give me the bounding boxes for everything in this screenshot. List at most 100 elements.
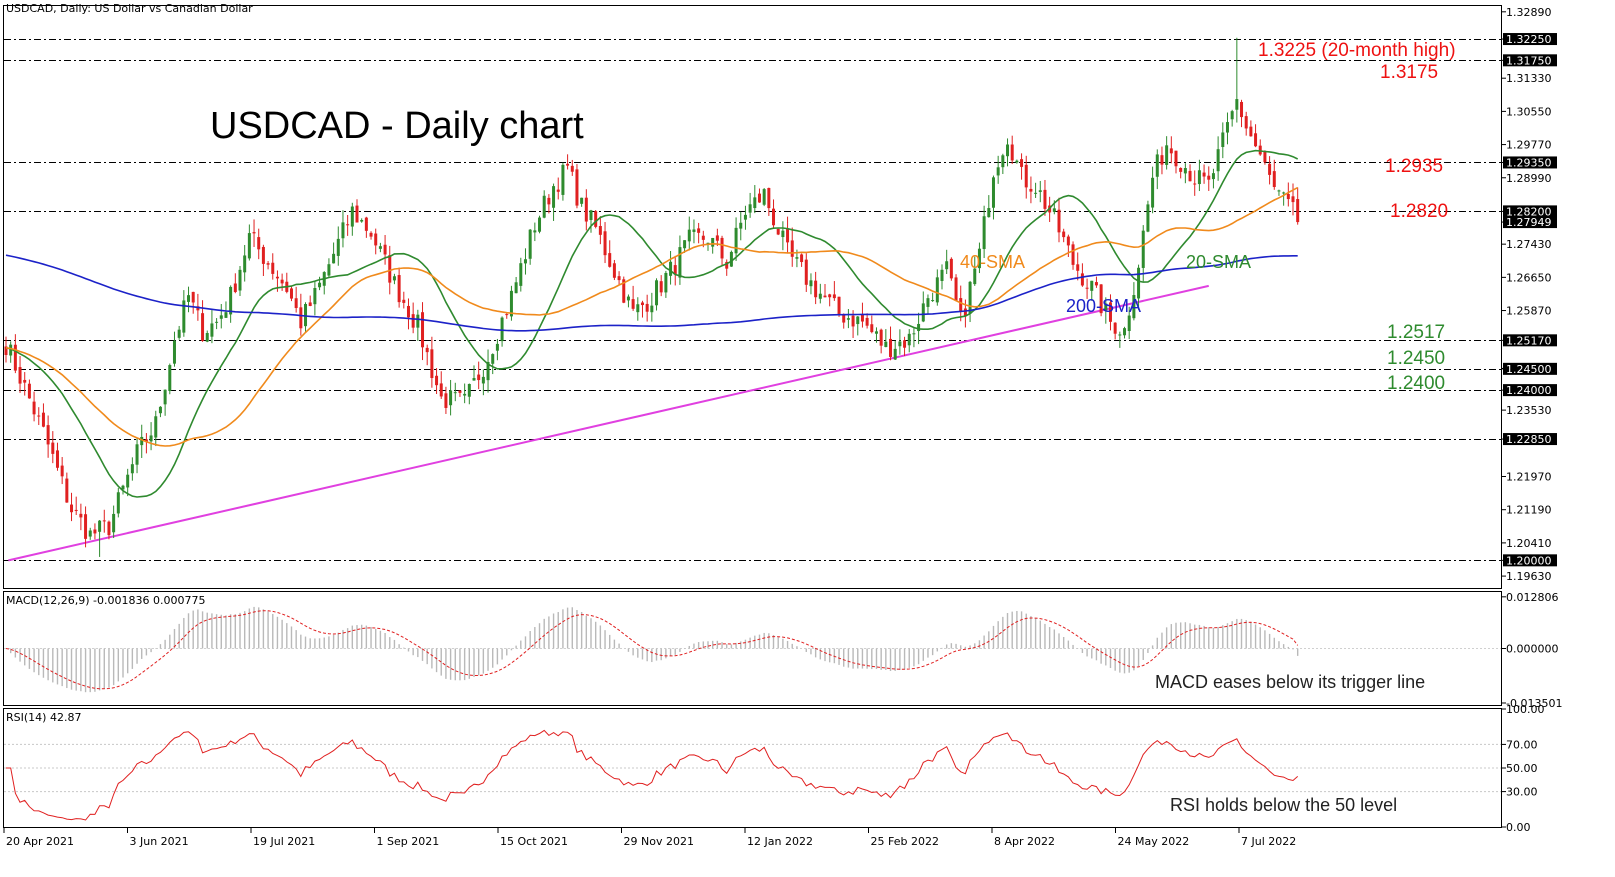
candle-body — [561, 164, 565, 195]
candle-body — [509, 290, 513, 317]
axes: 1.32890 1.32250 1.31750 1.31330 1.30550 1.297… — [3, 6, 1562, 848]
candle-body — [1094, 282, 1098, 286]
candle-body — [1034, 192, 1038, 194]
candle-body — [645, 303, 649, 312]
candle-body — [411, 314, 415, 328]
candle-body — [907, 333, 911, 346]
candle-body — [917, 323, 921, 332]
y-tick-label: 1.28990 — [1506, 172, 1552, 185]
candle-body — [711, 237, 715, 247]
candle-body — [889, 338, 893, 357]
price-tag-label: 1.22850 — [1506, 433, 1552, 446]
candle-body — [444, 393, 448, 408]
candle-body — [664, 272, 668, 293]
candle-body — [388, 255, 392, 283]
candle-body — [669, 261, 673, 276]
candle-body — [1113, 322, 1117, 334]
candle-body — [51, 442, 55, 454]
candle-body — [556, 189, 560, 192]
candle-body — [959, 298, 963, 312]
candle-body — [1286, 193, 1290, 200]
candle-body — [1001, 155, 1005, 168]
candle-body — [289, 288, 293, 299]
candle-body — [1207, 175, 1211, 180]
candle-body — [383, 244, 387, 255]
candle-body — [308, 302, 312, 306]
candle-body — [369, 232, 373, 237]
candle-body — [786, 228, 790, 243]
x-tick-label: 25 Feb 2022 — [871, 835, 939, 848]
price-tag-label: 1.25170 — [1506, 334, 1552, 347]
candle-body — [126, 474, 130, 488]
candle-body — [116, 492, 120, 514]
candle-body — [98, 520, 102, 532]
price-tag-label: 1.24500 — [1506, 363, 1552, 376]
candle-body — [851, 315, 855, 327]
candle-body — [1085, 287, 1089, 289]
candle-body — [505, 314, 509, 316]
candle-body — [1141, 230, 1145, 268]
candle-body — [477, 374, 481, 381]
rsi-panel — [3, 708, 1502, 828]
ma-line-20-sma — [5, 149, 1299, 498]
x-tick-label: 24 May 2022 — [1118, 835, 1190, 848]
candle-body — [318, 282, 322, 288]
candle-body — [107, 521, 111, 536]
candle-body — [687, 229, 691, 242]
candle-body — [1197, 170, 1201, 185]
candle-body — [135, 444, 139, 465]
candle-body — [1052, 208, 1056, 212]
candle-body — [1071, 244, 1075, 265]
candle-body — [1132, 295, 1136, 319]
chart-title: USDCAD - Daily chart — [210, 105, 584, 147]
candle-body — [13, 344, 17, 371]
ma-line-200-sma — [5, 254, 1298, 332]
y-tick-label: 1.20410 — [1506, 537, 1552, 550]
price-tag-label: 1.31750 — [1506, 54, 1552, 67]
candle-body — [739, 222, 743, 229]
y-tick-label: 1.23530 — [1506, 404, 1552, 417]
candle-body — [70, 504, 74, 513]
candle-body — [191, 291, 195, 303]
y-tick-label: 1.27430 — [1506, 238, 1552, 251]
candle-body — [1066, 236, 1070, 246]
candle-body — [439, 383, 443, 397]
candle-body — [495, 343, 499, 351]
candle-body — [823, 295, 827, 298]
price-tag — [1503, 33, 1557, 46]
candle-body — [701, 235, 705, 240]
candle-body — [392, 276, 396, 281]
candle-body — [1216, 149, 1220, 172]
candle-body — [172, 340, 176, 364]
candle-body — [467, 383, 471, 397]
x-tick-label: 15 Oct 2021 — [500, 835, 568, 848]
rsi-y-tick-label: 70.00 — [1506, 738, 1538, 751]
price-tag — [1503, 334, 1557, 347]
candle-body — [257, 237, 261, 250]
level-label: 1.2517 — [1387, 322, 1445, 343]
candle-body — [729, 251, 733, 267]
candle-body — [121, 485, 125, 490]
level-label: 1.2935 — [1385, 156, 1443, 177]
y-tick-label: 1.29770 — [1506, 139, 1552, 152]
price-tag — [1503, 216, 1557, 229]
candle-body — [931, 300, 935, 302]
candle-body — [9, 344, 13, 356]
candle-body — [1193, 183, 1197, 185]
candle-body — [1188, 170, 1192, 182]
candle-body — [1272, 171, 1276, 188]
candle-body — [219, 315, 223, 319]
candle-body — [435, 375, 439, 386]
candle-body — [55, 450, 59, 468]
candle-body — [1137, 267, 1141, 299]
candle-body — [327, 264, 331, 276]
candle-body — [748, 204, 752, 213]
candle-body — [46, 425, 50, 445]
candle-body — [626, 296, 630, 301]
candle-body — [154, 416, 158, 438]
price-tag-label: 1.24000 — [1506, 384, 1552, 397]
candle-body — [903, 340, 907, 348]
price-tag — [1503, 156, 1557, 169]
candle-body — [84, 514, 88, 539]
candle-body — [945, 261, 949, 270]
